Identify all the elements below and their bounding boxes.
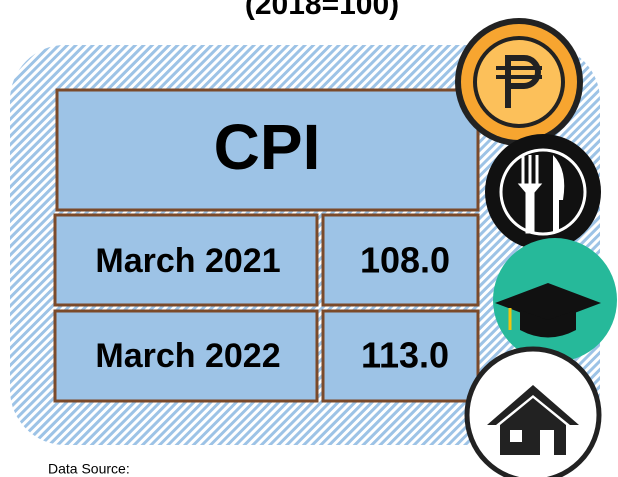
cell (53, 309, 319, 403)
cpi-value: 113.0 (361, 335, 449, 376)
house-icon (464, 346, 602, 477)
period-label: March 2022 (95, 337, 280, 375)
title-box (55, 88, 480, 212)
cell (53, 213, 319, 307)
table-title: CPI (214, 111, 321, 183)
cell (321, 213, 480, 307)
subtitle: (2018=100) (245, 0, 399, 21)
peso-icon (455, 18, 583, 146)
education-icon (493, 238, 617, 362)
food-icon (485, 134, 601, 250)
cpi-value: 108.0 (360, 240, 450, 281)
data-source: Data Source: (48, 461, 130, 477)
period-label: March 2021 (95, 242, 280, 280)
cell (321, 309, 480, 403)
